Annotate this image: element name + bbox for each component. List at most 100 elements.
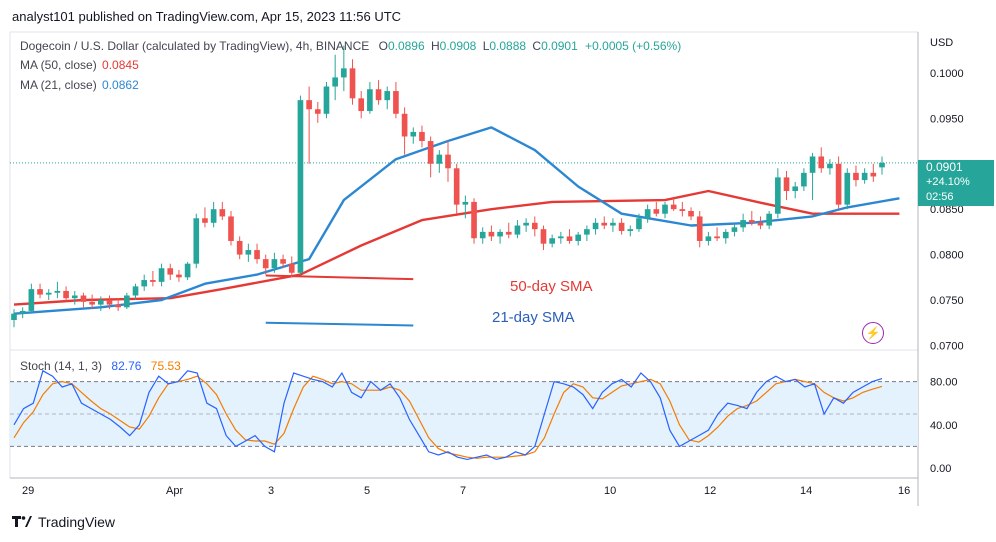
candle-body — [410, 131, 417, 137]
ma50-value: 0.0845 — [102, 58, 139, 72]
ma21-legend[interactable]: MA (21, close) 0.0862 — [20, 78, 139, 92]
candle-body — [636, 218, 642, 230]
candle-body — [531, 222, 538, 230]
time-tick: 16 — [898, 485, 910, 497]
candle-body — [184, 263, 191, 278]
ohlc-key-l: L — [479, 39, 490, 53]
candle-body — [28, 289, 35, 311]
candle-body — [80, 295, 87, 302]
candle-body — [584, 229, 590, 235]
candle-body — [176, 274, 182, 278]
symbol-title[interactable]: Dogecoin / U.S. Dollar (calculated by Tr… — [20, 39, 370, 53]
candle-body — [115, 304, 121, 308]
candle-body — [540, 229, 547, 244]
candle-body — [288, 263, 295, 273]
candle-body — [167, 268, 174, 275]
ma50-legend[interactable]: MA (50, close) 0.0845 — [20, 58, 139, 72]
candle-body — [54, 290, 61, 293]
candle-body — [358, 98, 365, 112]
candle-body — [505, 231, 512, 235]
price-legend: Dogecoin / U.S. Dollar (calculated by Tr… — [20, 39, 681, 53]
candle-body — [297, 100, 304, 273]
candle-body — [19, 310, 26, 314]
candle-body — [740, 220, 746, 228]
candle-body — [488, 231, 495, 237]
price-tick: 0.0850 — [930, 204, 964, 216]
stoch-label: Stoch (14, 1, 3) — [20, 359, 103, 373]
time-tick: 10 — [604, 485, 616, 497]
stoch-d-line — [13, 375, 883, 459]
stoch-legend[interactable]: Stoch (14, 1, 3) 82.76 75.53 — [20, 359, 181, 373]
candle-body — [696, 216, 703, 241]
candle-body — [219, 209, 226, 217]
time-tick: 12 — [704, 485, 716, 497]
price-tick: 0.0950 — [930, 113, 964, 125]
sma50-annotation: 50-day SMA — [510, 278, 593, 295]
sma21-annotation: 21-day SMA — [492, 309, 575, 326]
candle-body — [375, 89, 382, 101]
candle-body — [879, 162, 885, 168]
candle-body — [11, 313, 17, 321]
candle-body — [853, 172, 859, 181]
candle-body — [497, 231, 503, 237]
candle-body — [306, 100, 312, 110]
candle-body — [670, 204, 677, 210]
time-tick: 3 — [268, 485, 274, 497]
candle-body — [766, 213, 772, 226]
lightning-icon[interactable]: ⚡ — [862, 322, 884, 344]
tv-logo-icon — [12, 516, 32, 527]
time-tick: 7 — [460, 485, 466, 497]
candle-body — [757, 222, 764, 226]
candle-body — [419, 131, 425, 142]
candle-body — [627, 229, 634, 231]
candle-body — [210, 209, 217, 223]
candle-body — [861, 172, 868, 181]
ma50-label: MA (50, close) — [20, 58, 97, 72]
candle-body — [132, 286, 139, 296]
brand-name: TradingView — [38, 514, 116, 530]
candle-body — [653, 209, 660, 214]
price-tick: 0.1000 — [930, 68, 964, 80]
candle-body — [575, 234, 582, 241]
candle-body — [124, 295, 130, 308]
tradingview-logo[interactable]: TradingView — [12, 514, 115, 530]
stoch-tick: 0.00 — [930, 463, 951, 475]
candle-body — [479, 231, 486, 239]
last-change-pct: +24.10% — [926, 176, 970, 188]
ohlc-values: O0.0896 H0.0908 L0.0888 C0.0901 — [373, 39, 578, 53]
candle-body — [349, 68, 356, 99]
candle-body — [471, 201, 477, 239]
candle-body — [45, 292, 52, 295]
annotation-line-ma50 — [265, 274, 414, 281]
candle-body — [150, 280, 156, 282]
candle-body — [37, 289, 43, 295]
ohlc-key-c: C — [529, 39, 542, 53]
candle-body — [262, 259, 269, 269]
candle-body — [523, 222, 529, 226]
candle-body — [705, 236, 712, 241]
publish-info: analyst101 published on TradingView.com,… — [12, 9, 402, 24]
candle-body — [679, 209, 686, 211]
currency-label[interactable]: USD — [930, 37, 954, 49]
candle-body — [722, 231, 729, 239]
candle-body — [445, 154, 451, 169]
candle-body — [618, 222, 625, 231]
candle-body — [827, 163, 833, 169]
candle-body — [63, 290, 69, 299]
candle-body — [514, 225, 521, 235]
candle-body — [870, 172, 877, 177]
candle-body — [714, 236, 720, 239]
stoch-tick: 40.00 — [930, 420, 958, 432]
price-tick: 0.0750 — [930, 295, 964, 307]
last-price-tag: 0.0901 +24.10% 02:56 — [918, 160, 994, 206]
candle-body — [271, 259, 278, 269]
candle-body — [610, 222, 616, 226]
ohlc-value-o: 0.0896 — [387, 39, 425, 53]
ma21-value: 0.0862 — [102, 78, 139, 92]
candle-body — [801, 172, 807, 187]
stoch-tick: 80.00 — [930, 377, 958, 389]
candle-body — [193, 218, 200, 264]
candle-body — [436, 154, 443, 164]
candle-body — [393, 91, 399, 114]
